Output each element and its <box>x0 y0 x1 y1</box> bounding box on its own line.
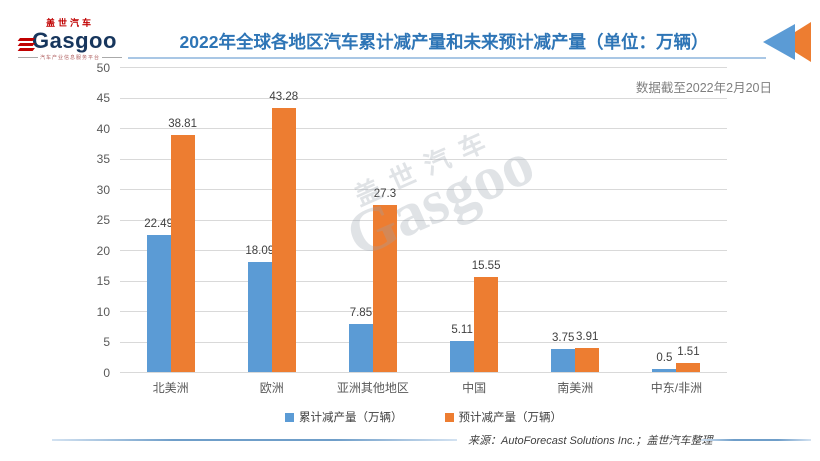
bar-forecast-3: 27.3 <box>372 189 397 372</box>
bar-actual-6: 0.5 <box>652 352 677 372</box>
bar-value-label: 43.28 <box>269 91 299 103</box>
footer: 来源：AutoForecast Solutions Inc.；盖世汽车整理 <box>0 430 820 452</box>
x-axis-label-5: 南美洲 <box>557 381 594 395</box>
tagline-dash-left <box>18 56 38 58</box>
bar-actual-4: 5.11 <box>450 324 475 372</box>
y-axis-tick-0: 0 <box>103 365 110 380</box>
tagline-text: 汽车产业信息服务平台 <box>40 54 101 61</box>
legend-swatch-icon <box>285 412 294 422</box>
chart-title: 2022年全球各地区汽车累计减产量和未来预计减产量（单位：万辆） <box>179 32 709 52</box>
data-cutoff-note: 数据截至2022年2月20日 <box>635 81 772 95</box>
gasgoo-logo: 盖世汽车 Gasgoo 汽车产业信息服务平台 <box>18 18 123 61</box>
double-back-arrow-icon <box>763 22 811 62</box>
gridline-y-40 <box>120 128 727 129</box>
y-axis-tick-20: 20 <box>96 243 110 258</box>
bar-forecast-6: 1.51 <box>676 346 701 372</box>
bar-forecast-1: 38.81 <box>168 119 197 372</box>
bar-group-1: 22.49 38.81 北美洲 <box>120 67 221 395</box>
gridline-y-0 <box>120 372 727 373</box>
x-axis-label-4: 中国 <box>462 381 487 395</box>
bar-actual-1: 22.49 <box>144 218 173 372</box>
gridline-y-25 <box>120 219 727 221</box>
bar-forecast-5: 3.91 <box>575 332 600 372</box>
x-axis-label-6: 中东/非洲 <box>650 381 703 395</box>
gridline-y-20 <box>120 250 727 251</box>
chart-legend: 累计减产量（万辆） 预计减产量（万辆） <box>120 409 727 425</box>
x-axis-label-2: 欧洲 <box>259 381 284 395</box>
legend-item-actual: 累计减产量（万辆） <box>285 409 403 425</box>
x-axis-label-3: 亚洲其他地区 <box>336 381 409 395</box>
bar-value-label: 27.3 <box>373 188 397 201</box>
logo-brand-en: Gasgoo <box>18 27 122 53</box>
bar-value-label: 18.09 <box>245 244 275 257</box>
y-axis-tick-30: 30 <box>96 182 110 197</box>
bar-actual-2: 18.09 <box>245 245 274 372</box>
x-axis-label-1: 北美洲 <box>152 381 189 395</box>
bar-value-label: 15.55 <box>471 260 501 273</box>
logo-speed-stripes-icon <box>18 37 35 51</box>
gridline-y-30 <box>120 189 727 190</box>
bar-group-2: 18.09 43.28 欧洲 <box>221 67 322 395</box>
y-axis-tick-35: 35 <box>96 152 110 166</box>
y-axis-tick-40: 40 <box>96 121 110 136</box>
bar-value-label: 3.91 <box>576 331 599 344</box>
gridline-y-15 <box>120 280 727 282</box>
y-axis-tick-10: 10 <box>96 304 110 319</box>
y-axis-tick-15: 15 <box>96 274 110 288</box>
bar-value-label: 22.49 <box>144 217 173 230</box>
legend-swatch-icon <box>444 412 454 422</box>
bar-group-3: 7.85 27.3 亚洲其他地区 <box>322 67 423 395</box>
bar-value-label: 5.11 <box>451 323 473 336</box>
bar-actual-5: 3.75 <box>551 333 576 372</box>
logo-brand-cn: 盖世汽车 <box>46 18 95 28</box>
bar-value-label: 38.81 <box>168 118 197 131</box>
bar-value-label: 7.85 <box>349 307 373 320</box>
tagline-dash-right <box>102 56 123 58</box>
y-axis-tick-5: 5 <box>103 335 110 349</box>
bar-forecast-4: 15.55 <box>472 261 500 372</box>
gridline-y-45 <box>120 97 727 99</box>
bar-group-5: 3.75 3.91 南美洲 <box>525 67 626 395</box>
source-note: 来源：AutoForecast Solutions Inc.；盖世汽车整理 <box>468 435 713 447</box>
logo-tagline: 汽车产业信息服务平台 <box>18 54 123 61</box>
gridline-y-5 <box>120 341 727 343</box>
y-axis-tick-45: 45 <box>96 91 110 105</box>
footer-divider-right <box>701 439 811 441</box>
bar-forecast-2: 43.28 <box>269 91 298 372</box>
bar-actual-3: 7.85 <box>348 308 373 372</box>
gridline-y-50 <box>120 67 727 68</box>
y-axis-tick-25: 25 <box>96 213 110 227</box>
gridline-y-35 <box>120 158 727 160</box>
legend-label: 累计减产量（万辆） <box>299 412 403 424</box>
logo-brand-text: Gasgoo <box>32 27 117 53</box>
legend-item-forecast: 预计减产量（万辆） <box>444 409 563 425</box>
footer-divider-left <box>52 439 457 441</box>
bar-chart-plot-area: 0 5 10 15 20 25 30 35 40 45 50 22.49 38.81 北美洲 18.09 43… <box>97 62 727 395</box>
legend-label: 预计减产量（万辆） <box>458 412 563 424</box>
gridline-y-10 <box>120 311 727 312</box>
title-underline <box>128 57 766 59</box>
bar-group-4: 5.11 15.55 中国 <box>424 67 525 395</box>
y-axis-tick-50: 50 <box>96 60 110 75</box>
bar-value-label: 0.5 <box>656 351 673 364</box>
bar-value-label: 1.51 <box>677 345 700 358</box>
bar-value-label: 3.75 <box>552 332 575 345</box>
bar-group-6: 0.5 1.51 中东/非洲 <box>626 67 727 395</box>
